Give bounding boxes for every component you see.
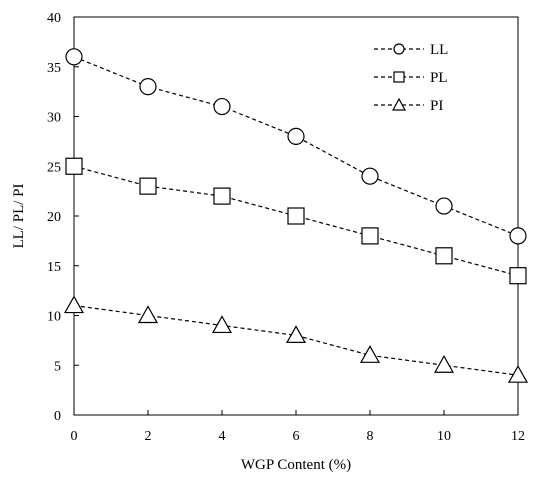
y-tick-label: 40 xyxy=(47,11,61,26)
y-tick-label: 15 xyxy=(47,260,61,275)
point-pi xyxy=(433,355,455,373)
y-tick-label: 20 xyxy=(47,210,61,225)
x-axis: 0 2 4 6 8 10 12 xyxy=(71,410,525,444)
point-ll xyxy=(361,167,379,185)
y-tick-label: 25 xyxy=(47,160,61,175)
point-pl xyxy=(65,157,83,175)
point-ll xyxy=(435,197,453,215)
legend-label-pl: PL xyxy=(430,70,448,86)
y-axis-title: LL/ PL/ PI xyxy=(11,183,27,248)
point-pi xyxy=(359,345,381,363)
point-ll xyxy=(139,78,157,96)
point-pl xyxy=(213,187,231,205)
legend-item-pi: PI xyxy=(374,97,443,114)
point-pl xyxy=(509,267,527,285)
legend-marker-ll xyxy=(393,43,405,55)
point-pl xyxy=(361,227,379,245)
x-tick-label: 2 xyxy=(145,429,152,444)
legend-item-ll: LL xyxy=(374,42,448,58)
point-pi xyxy=(285,325,307,343)
x-tick-label: 0 xyxy=(71,429,78,444)
legend-marker-pl xyxy=(393,71,405,83)
y-tick-label: 10 xyxy=(47,310,61,325)
y-axis: 0 5 10 15 20 25 30 35 40 xyxy=(47,11,79,424)
y-tick-label: 0 xyxy=(54,409,61,424)
legend-label-ll: LL xyxy=(430,42,448,58)
legend-item-pl: PL xyxy=(374,70,448,86)
point-pl xyxy=(435,247,453,265)
x-tick-label: 12 xyxy=(511,429,525,444)
x-axis-title: WGP Content (%) xyxy=(241,457,351,473)
point-ll xyxy=(213,97,231,116)
x-tick-label: 10 xyxy=(437,429,451,444)
x-tick-label: 6 xyxy=(293,429,300,444)
legend-label-pi: PI xyxy=(430,98,443,114)
series-ll xyxy=(65,48,527,245)
legend: LL PL PI xyxy=(374,42,448,114)
point-pi xyxy=(507,364,529,383)
point-ll xyxy=(65,48,83,66)
point-ll xyxy=(287,127,305,145)
point-pi xyxy=(137,305,159,324)
point-pi xyxy=(211,315,233,334)
x-tick-label: 4 xyxy=(219,429,226,444)
x-tick-label: 8 xyxy=(367,429,374,444)
point-pi xyxy=(63,295,85,314)
y-tick-label: 30 xyxy=(47,111,61,126)
legend-marker-pi xyxy=(391,97,407,111)
y-tick-label: 35 xyxy=(47,61,61,76)
series-pi xyxy=(63,295,529,383)
point-ll xyxy=(509,227,527,245)
series-layer xyxy=(63,48,529,383)
point-pl xyxy=(287,207,305,225)
y-tick-label: 5 xyxy=(54,359,61,374)
point-pl xyxy=(139,177,157,195)
series-pl xyxy=(65,157,527,285)
